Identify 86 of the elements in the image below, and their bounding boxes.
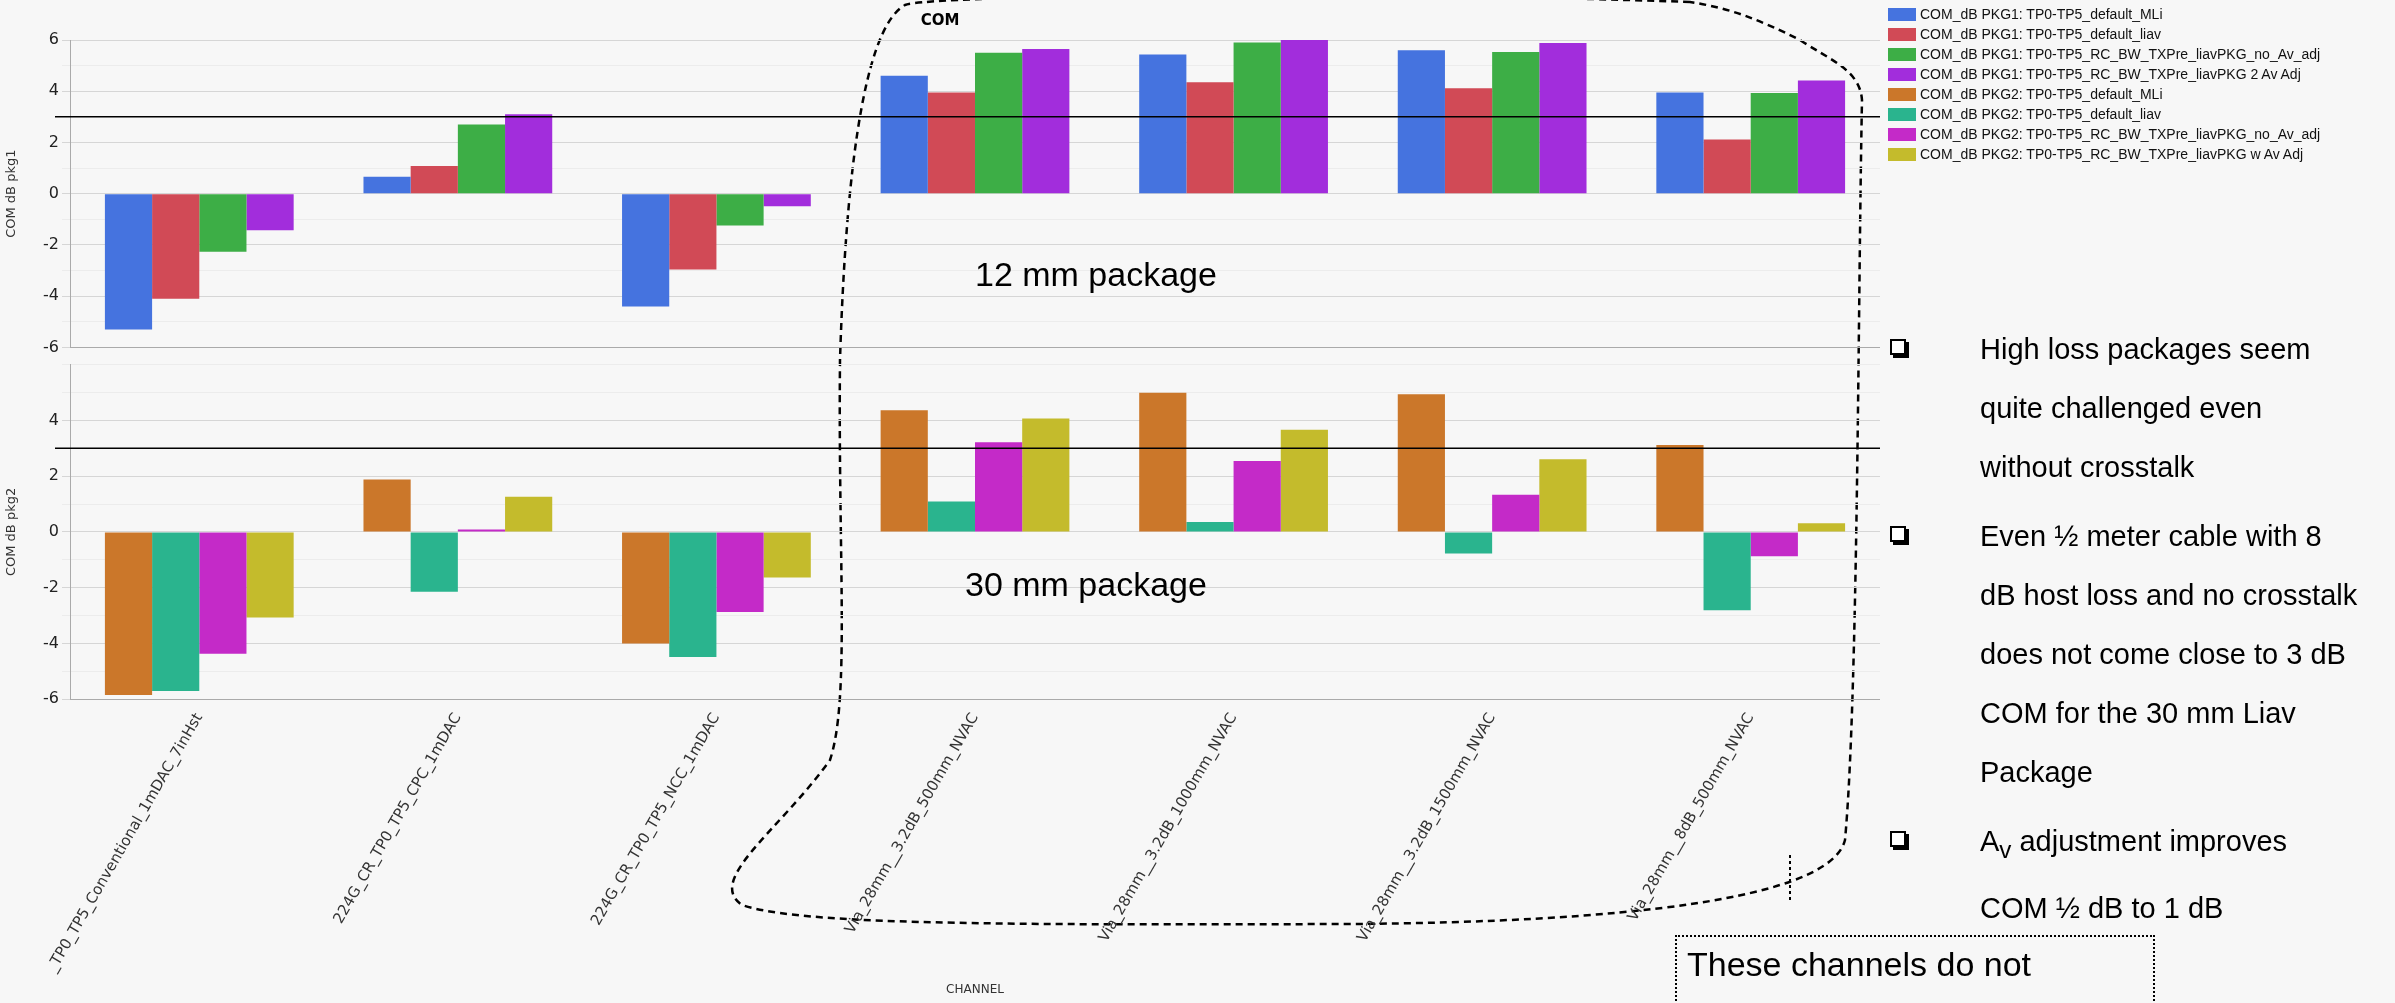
y-tick-label: 0	[48, 521, 59, 541]
bar	[880, 410, 928, 532]
bar	[1797, 523, 1846, 532]
bar	[246, 194, 294, 231]
bar	[199, 194, 247, 252]
bar	[1656, 444, 1704, 532]
bar	[505, 496, 553, 532]
legend-label: COM_dB PKG1: TP0-TP5_RC_BW_TXPre_liavPKG_no_Av_adj	[1920, 46, 2321, 62]
bar	[1797, 80, 1846, 194]
y-tick-label: 6	[48, 29, 59, 49]
y-tick-label: 2	[48, 465, 59, 485]
bar	[246, 532, 294, 618]
bar	[927, 92, 975, 194]
bar	[975, 442, 1023, 532]
bar	[1233, 461, 1281, 532]
bar	[152, 194, 200, 299]
legend-label: COM_dB PKG2: TP0-TP5_default_liav	[1920, 106, 2161, 122]
y-tick-label: -4	[43, 632, 59, 652]
bar	[1539, 459, 1587, 532]
legend-label: COM_dB PKG2: TP0-TP5_RC_BW_TXPre_liavPKG_no_Av_adj	[1920, 126, 2321, 142]
bar	[1280, 40, 1328, 194]
y-tick-label: -6	[43, 336, 59, 356]
bar	[1233, 42, 1281, 194]
y-axis-title: COM dB pkg2	[3, 487, 19, 577]
bar	[457, 124, 506, 194]
bar	[763, 532, 811, 578]
bar	[1750, 532, 1798, 557]
bar	[716, 194, 764, 226]
bar	[669, 194, 717, 270]
y-axis-title: COM dB pkg1	[3, 149, 19, 238]
bar	[1186, 521, 1234, 532]
bar	[410, 532, 458, 592]
chart-title: COM	[920, 10, 960, 29]
bar	[1539, 43, 1587, 194]
bar	[410, 166, 458, 194]
bar	[1139, 392, 1187, 532]
bar	[1444, 532, 1493, 554]
bar	[622, 532, 670, 644]
y-tick-label: -2	[43, 576, 59, 596]
y-tick-label: -6	[43, 688, 59, 708]
bar	[622, 194, 670, 307]
bar	[104, 532, 153, 696]
bar	[927, 501, 975, 532]
y-tick-label: 4	[48, 409, 59, 429]
bar	[1492, 52, 1540, 194]
bar	[1397, 394, 1445, 532]
legend-label: COM_dB PKG1: TP0-TP5_RC_BW_TXPre_liavPKG 2 Av Adj	[1920, 66, 2301, 82]
bar	[199, 532, 247, 654]
bar	[1022, 48, 1070, 194]
y-tick-label: 0	[48, 182, 59, 202]
y-tick-label: 2	[48, 131, 59, 151]
bar	[505, 114, 553, 194]
bar	[1656, 92, 1704, 194]
bar	[975, 52, 1023, 194]
bar	[716, 532, 764, 612]
bar	[1186, 82, 1234, 194]
bar	[1397, 50, 1445, 194]
text: A$_{v}$ adjustment improves COM ½ dB to 1 dB	[1980, 825, 2288, 924]
bar	[1492, 494, 1540, 532]
bar	[363, 176, 411, 194]
bar	[1703, 532, 1751, 611]
y-tick-label: -2	[43, 234, 59, 254]
bar	[763, 194, 811, 207]
bar	[152, 532, 200, 691]
bar	[1703, 139, 1751, 194]
legend-label: COM_dB PKG2: TP0-TP5_RC_BW_TXPre_liavPKG w Av Adj	[1920, 146, 2304, 162]
legend-label: COM_dB PKG1: TP0-TP5_default_MLi	[1920, 6, 2163, 22]
y-tick-label: -4	[43, 285, 59, 305]
x-axis-title: CHANNEL	[946, 981, 1005, 996]
bar	[1280, 429, 1328, 532]
bar	[363, 479, 411, 532]
bar	[1444, 88, 1493, 194]
annotation: 30 mm package	[965, 565, 1207, 604]
y-tick-label: 4	[48, 80, 59, 100]
bar	[880, 75, 928, 194]
bar	[669, 532, 717, 657]
bar	[1022, 418, 1070, 532]
bar	[1750, 93, 1798, 194]
annotation: 12 mm package	[975, 255, 1217, 294]
bar	[104, 194, 153, 330]
legend-label: COM_dB PKG2: TP0-TP5_default_MLi	[1920, 86, 2163, 102]
legend-label: COM_dB PKG1: TP0-TP5_default_liav	[1920, 26, 2161, 42]
bar	[457, 529, 506, 532]
text: These channels do not	[1675, 935, 2155, 1001]
text: High loss packages seem quite challenged even without crosstalk	[1980, 333, 2311, 483]
bar	[1139, 54, 1187, 194]
